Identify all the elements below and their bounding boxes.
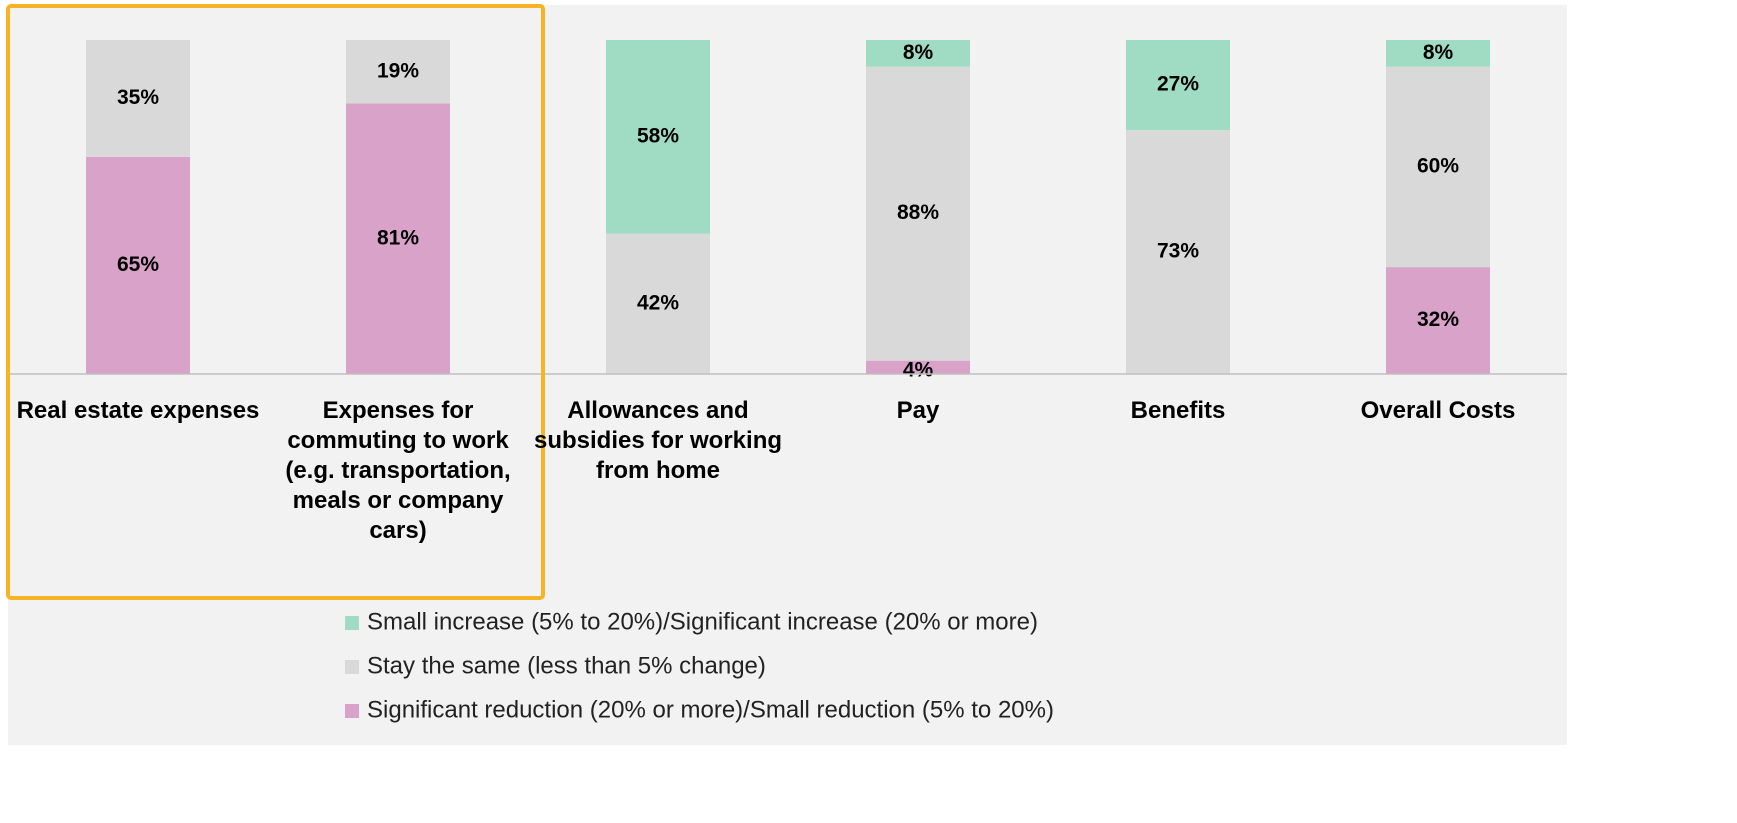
data-label: 27% <box>1157 73 1199 96</box>
bar-segment <box>1386 267 1490 374</box>
bar-segment <box>346 103 450 375</box>
bar-segment <box>866 66 970 361</box>
bar-segment <box>86 156 190 374</box>
data-label: 58% <box>637 124 679 147</box>
data-label: 81% <box>377 226 419 249</box>
x-tick-label: Pay <box>896 397 940 424</box>
legend-swatch <box>345 660 359 674</box>
data-label: 8% <box>1423 41 1454 64</box>
x-tick-label: Real estate expenses <box>16 397 260 424</box>
bar-segment <box>346 40 450 104</box>
legend-label: Significant reduction (20% or more)/Smal… <box>367 696 1054 723</box>
bar-segment <box>606 233 710 374</box>
data-label: 73% <box>1157 240 1199 263</box>
legend-swatch <box>345 616 359 630</box>
data-label: 32% <box>1417 308 1459 331</box>
data-label: 19% <box>377 59 419 82</box>
bar-segment <box>1386 66 1490 268</box>
bar-segment <box>86 40 190 157</box>
x-tick-label: Overall Costs <box>1360 397 1516 424</box>
bar-segment <box>1126 130 1230 374</box>
bar-segment <box>1386 40 1490 67</box>
data-label: 4% <box>903 359 934 382</box>
bar-segment <box>866 40 970 67</box>
legend-swatch <box>345 704 359 718</box>
data-label: 35% <box>117 86 159 109</box>
x-tick-label: Expenses for commuting to work (e.g. tra… <box>285 397 511 544</box>
bar-segment <box>1126 40 1230 131</box>
data-label: 88% <box>897 201 939 224</box>
x-tick-label: Allowances and subsidies for working fro… <box>533 397 783 484</box>
legend-label: Small increase (5% to 20%)/Significant i… <box>367 608 1038 635</box>
data-label: 8% <box>903 41 934 64</box>
highlight-box <box>6 4 545 600</box>
data-label: 60% <box>1417 154 1459 177</box>
data-label: 42% <box>637 291 679 314</box>
bar-segment <box>866 360 970 374</box>
x-tick-label: Benefits <box>1130 397 1226 424</box>
data-label: 65% <box>117 253 159 276</box>
chart-background <box>8 5 1567 745</box>
legend-label: Stay the same (less than 5% change) <box>367 652 766 679</box>
bar-segment <box>606 40 710 234</box>
